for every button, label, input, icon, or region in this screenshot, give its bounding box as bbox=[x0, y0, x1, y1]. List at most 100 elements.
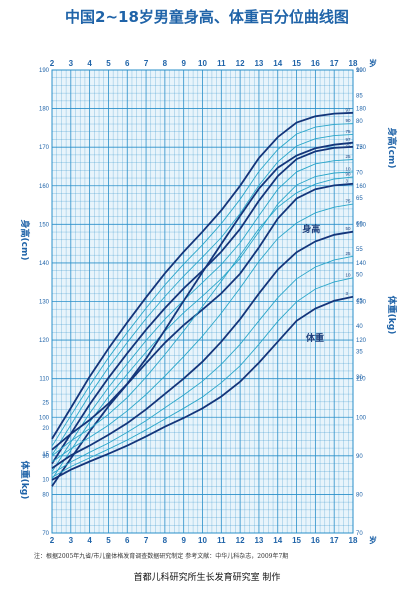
height-curve-p10 bbox=[51, 171, 354, 480]
height-tick-right: 170 bbox=[356, 145, 367, 151]
age-tick-bottom: 2 bbox=[50, 536, 55, 545]
weight-tick-right: 85 bbox=[356, 94, 363, 100]
weight-tick-right: 70 bbox=[356, 170, 363, 176]
height-curve-p97 bbox=[51, 111, 354, 440]
height-curve-p75 bbox=[51, 133, 354, 456]
height-curve-p25 bbox=[51, 159, 354, 472]
age-tick-bottom: 4 bbox=[87, 536, 92, 545]
weight-curve-p3 bbox=[51, 295, 354, 481]
weight-tick-right: 40 bbox=[356, 324, 363, 330]
height-curve-p3 bbox=[51, 182, 354, 487]
weight-pct-label: 75 bbox=[345, 199, 351, 204]
height-pct-label: 97 bbox=[345, 107, 351, 112]
weight-curve-p90 bbox=[51, 176, 354, 457]
height-tick-left: 140 bbox=[39, 261, 50, 267]
age-tick-bottom: 6 bbox=[125, 536, 130, 545]
weight-tick-right: 80 bbox=[356, 119, 363, 125]
percentile-curves bbox=[51, 111, 354, 487]
height-tick-right: 180 bbox=[356, 107, 367, 113]
height-tick-right: 130 bbox=[356, 300, 367, 306]
age-tick-top: 15 bbox=[292, 59, 301, 68]
height-tick-right: 140 bbox=[356, 261, 367, 267]
age-tick-bottom: 3 bbox=[69, 536, 74, 545]
weight-tick-right: 90 bbox=[356, 68, 363, 74]
weight-tick-right: 30 bbox=[356, 375, 363, 381]
height-tick-right: 110 bbox=[356, 377, 366, 383]
age-tick-top: 6 bbox=[125, 59, 130, 68]
weight-curve-p10 bbox=[51, 277, 354, 478]
age-tick-bottom: 18 bbox=[349, 536, 358, 545]
height-tick-left: 70 bbox=[42, 531, 49, 537]
age-tick-top: 9 bbox=[181, 59, 186, 68]
weight-curve-p50 bbox=[51, 230, 354, 469]
age-tick-top: 14 bbox=[273, 59, 282, 68]
age-tick-bottom: 12 bbox=[236, 536, 245, 545]
age-tick-bottom: 10 bbox=[198, 536, 207, 545]
age-tick-bottom: 7 bbox=[144, 536, 149, 545]
weight-tick-right: 50 bbox=[356, 273, 363, 279]
height-axis-title: 身高(cm) bbox=[19, 220, 31, 261]
height-tick-right: 120 bbox=[356, 338, 367, 344]
age-tick-bottom: 17 bbox=[330, 536, 339, 545]
age-tick-top: 5 bbox=[106, 59, 111, 68]
height-tick-right: 190 bbox=[356, 68, 367, 74]
height-tick-right: 70 bbox=[356, 531, 363, 537]
weight-tick-left: 10 bbox=[42, 477, 49, 483]
weight-pct-label: 50 bbox=[345, 226, 351, 231]
height-tick-left: 180 bbox=[39, 107, 50, 113]
age-tick-bottom: 14 bbox=[273, 536, 282, 545]
height-curve-p90 bbox=[51, 123, 354, 447]
age-tick-bottom: 5 bbox=[106, 536, 111, 545]
age-tick-top: 3 bbox=[69, 59, 74, 68]
weight-tick-left: 20 bbox=[42, 426, 49, 432]
weight-axis-title-right: 体重(kg) bbox=[386, 296, 398, 335]
weight-tick-right: 45 bbox=[356, 298, 363, 304]
height-tick-left: 100 bbox=[39, 415, 50, 421]
height-tick-left: 170 bbox=[39, 145, 50, 151]
age-tick-bottom: 13 bbox=[254, 536, 263, 545]
weight-pct-label: 90 bbox=[345, 171, 351, 176]
credit: 首都儿科研究所生长发育研究室 制作 bbox=[134, 571, 281, 583]
age-tick-top: 18 bbox=[349, 59, 358, 68]
weight-tick-left: 25 bbox=[42, 401, 49, 407]
age-tick-top: 12 bbox=[236, 59, 245, 68]
age-tick-top: 7 bbox=[144, 59, 149, 68]
height-curve-label: 身高 bbox=[302, 223, 320, 235]
height-pct-label: 10 bbox=[345, 166, 351, 171]
height-pct-label: 25 bbox=[345, 154, 351, 159]
age-tick-top: 8 bbox=[163, 59, 168, 68]
height-pct-label: 90 bbox=[345, 118, 351, 123]
age-tick-bottom: 8 bbox=[163, 536, 168, 545]
age-tick-bottom: 15 bbox=[292, 536, 301, 545]
weight-tick-right: 60 bbox=[356, 222, 363, 228]
age-tick-top: 2 bbox=[50, 59, 55, 68]
footnote: 注：根据2005年九省/市儿童体格发育调查数据研究制定 参考文献：中华儿科杂志，… bbox=[34, 552, 288, 560]
height-tick-left: 190 bbox=[39, 68, 50, 74]
weight-tick-right: 35 bbox=[356, 349, 363, 355]
height-pct-label: 75 bbox=[345, 129, 351, 134]
height-tick-right: 100 bbox=[356, 415, 367, 421]
weight-pct-label: 3 bbox=[345, 291, 348, 296]
height-tick-right: 160 bbox=[356, 184, 367, 190]
grid bbox=[51, 69, 354, 534]
height-axis-title-right: 身高(cm) bbox=[386, 128, 398, 169]
height-tick-right: 80 bbox=[356, 492, 363, 498]
age-tick-bottom: 16 bbox=[311, 536, 320, 545]
age-tick-top: 13 bbox=[254, 59, 263, 68]
chart-title: 中国2~18岁男童身高、体重百分位曲线图 bbox=[65, 8, 349, 26]
height-tick-left: 150 bbox=[39, 222, 50, 228]
age-tick-top: 4 bbox=[87, 59, 92, 68]
height-tick-right: 150 bbox=[356, 222, 367, 228]
weight-curve-p97 bbox=[51, 141, 354, 451]
age-tick-top: 17 bbox=[330, 59, 339, 68]
age-unit-bottom: 岁 bbox=[369, 535, 377, 545]
axis-ticks: 2233445566778899101011111212131314141515… bbox=[39, 58, 377, 545]
height-pct-label: 3 bbox=[345, 178, 348, 183]
age-tick-top: 11 bbox=[217, 59, 226, 68]
height-tick-left: 120 bbox=[39, 338, 50, 344]
weight-tick-left: 15 bbox=[42, 452, 49, 458]
weight-pct-label: 10 bbox=[345, 272, 351, 277]
weight-tick-right: 55 bbox=[356, 247, 363, 253]
height-tick-left: 130 bbox=[39, 300, 50, 306]
